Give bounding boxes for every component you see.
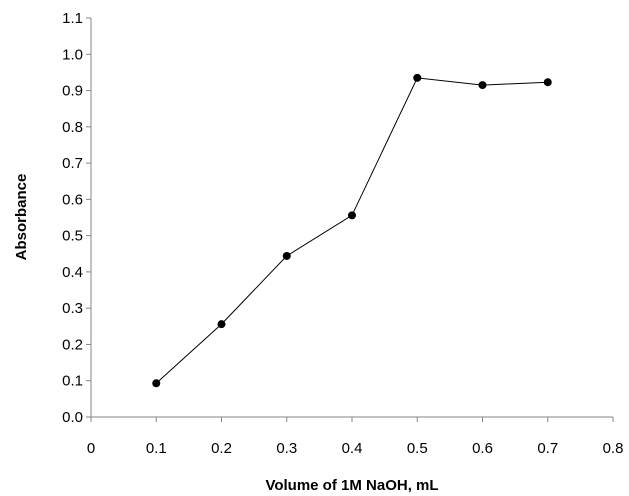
series-line	[155, 77, 548, 384]
y-axis-title: Absorbance	[13, 174, 30, 261]
y-tick-label: 0.7	[62, 155, 83, 172]
x-tick-label: 0.3	[276, 440, 297, 457]
x-tick-label: 0.5	[407, 440, 428, 457]
x-axis-title: Volume of 1M NaOH, mL	[265, 477, 438, 494]
y-tick-label: 1.1	[62, 10, 83, 27]
data-point	[543, 78, 552, 87]
y-tick-label: 0.4	[62, 264, 83, 281]
y-tick-label: 0.6	[62, 191, 83, 208]
y-tick-label: 0.2	[62, 336, 83, 353]
data-point	[348, 211, 356, 220]
data-point	[282, 251, 291, 260]
x-tick-label: 0.8	[603, 440, 624, 457]
x-tick-label: 0.6	[472, 440, 493, 457]
x-tick-label: 0.1	[146, 440, 167, 457]
y-tick-label: 1.0	[62, 46, 83, 63]
y-tick-label: 0.3	[62, 300, 83, 317]
y-tick-label: 0.0	[62, 409, 83, 426]
ticks	[86, 17, 614, 422]
series	[152, 73, 552, 388]
x-tick-label: 0.4	[342, 440, 363, 457]
data-point	[413, 73, 422, 82]
y-tick-label: 0.1	[62, 373, 83, 390]
data-point	[217, 320, 226, 329]
x-tick-label: 0.7	[537, 440, 558, 457]
y-tick-label: 0.8	[62, 119, 83, 136]
x-tick-label: 0	[87, 440, 95, 457]
tick-labels: 0.0 0.1 0.2 0.3 0.4 0.5 0.6 0.7 0.8 0.9 1.0 1.1 0 0.1…	[62, 10, 623, 457]
y-tick-label: 0.9	[62, 83, 83, 100]
data-point	[478, 81, 487, 90]
x-tick-label: 0.2	[211, 440, 232, 457]
y-tick-label: 0.5	[62, 228, 83, 245]
data-point	[152, 379, 161, 388]
